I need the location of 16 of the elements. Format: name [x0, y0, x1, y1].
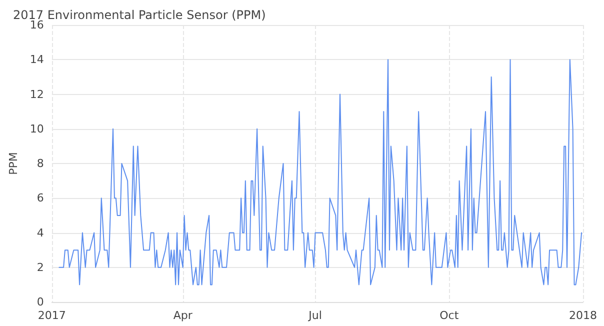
y-tick-label: 14	[30, 53, 44, 66]
x-tick-label: 2017	[38, 309, 66, 322]
y-tick-label: 8	[36, 157, 44, 170]
x-tick-label: 2018	[569, 309, 597, 322]
x-tick-label: Oct	[440, 309, 460, 322]
y-tick-label: 6	[36, 192, 44, 205]
x-tick-label: Jul	[308, 309, 322, 322]
y-tick-label: 2	[36, 260, 44, 274]
y-tick-label: 4	[36, 226, 44, 240]
y-tick-label: 12	[30, 88, 44, 101]
line-series	[58, 59, 582, 286]
y-axis-title: PPM	[7, 152, 20, 175]
y-tick-label: 10	[30, 122, 44, 136]
y-tick-label: 16	[30, 18, 44, 32]
y-tick-label: 0	[36, 296, 44, 308]
x-tick-label: Apr	[173, 309, 193, 322]
